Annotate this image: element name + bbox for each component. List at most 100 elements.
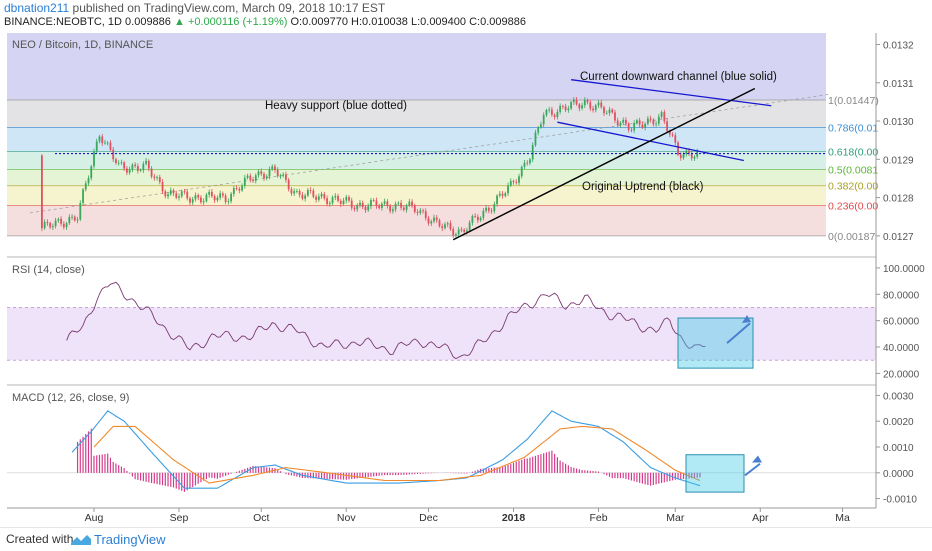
candle-body <box>485 207 487 211</box>
candle-body <box>520 166 523 177</box>
candle-body <box>688 150 690 154</box>
fib-level-label: 0.618(0.00 <box>828 147 878 159</box>
candle-body <box>592 108 594 111</box>
price-tick-label: 0.0130 <box>883 117 914 128</box>
candle-body <box>364 206 367 211</box>
candle-body <box>597 102 600 106</box>
candle-body <box>655 123 657 125</box>
candle-body <box>619 122 622 126</box>
candle-body <box>205 194 208 202</box>
candle-body <box>657 116 660 124</box>
candle-body <box>98 136 101 142</box>
candle-body <box>309 189 312 191</box>
candle-body <box>427 218 430 224</box>
macd-pane-title: MACD (12, 26, close, 9) <box>12 392 129 404</box>
candle-body <box>537 127 540 133</box>
candle-body <box>564 106 567 111</box>
candle-body <box>342 200 345 204</box>
candle-body <box>208 191 211 195</box>
candle-body <box>482 210 485 218</box>
candle-body <box>115 159 117 164</box>
candle-body <box>561 105 564 107</box>
candle-body <box>320 193 323 197</box>
candle-body <box>153 176 156 179</box>
candle-body <box>479 217 482 221</box>
candle-body <box>625 119 627 124</box>
candle-body <box>334 195 337 198</box>
candle-body <box>370 200 372 207</box>
candle-body <box>268 169 271 177</box>
candle-body <box>391 209 394 212</box>
candle-body <box>455 234 457 236</box>
fib-level-label: 0.382(0.00 <box>828 181 878 193</box>
candle-body <box>567 108 570 111</box>
candle-body <box>263 173 265 179</box>
candle-body <box>413 205 416 212</box>
candle-body <box>117 162 120 164</box>
candle-body <box>586 99 589 103</box>
rsi-highlight-box <box>677 317 754 369</box>
candle-body <box>545 109 548 116</box>
trend-dashed-line <box>29 93 831 214</box>
candle-body <box>614 112 616 121</box>
candle-body <box>271 166 274 170</box>
candle-body <box>150 168 153 177</box>
candle-body <box>400 202 402 208</box>
candle-body <box>463 229 466 232</box>
candle-body <box>627 123 630 130</box>
candle-body <box>408 201 411 206</box>
candle-body <box>104 142 106 144</box>
candle-body <box>679 154 682 158</box>
rsi-arrow-head <box>742 314 751 323</box>
candle-body <box>120 162 123 164</box>
candle-body <box>611 109 614 113</box>
candle-body <box>578 104 581 109</box>
chart-area[interactable]: 1(0.01447) 0.786(0.01 0.618(0.00 0.5(0.0081… <box>0 30 932 527</box>
candle-body <box>652 119 655 125</box>
candle-body <box>509 180 512 186</box>
candle-body <box>353 207 356 210</box>
candle-body <box>65 223 68 228</box>
candle-body <box>518 176 520 183</box>
candle-body <box>93 151 95 167</box>
candle-body <box>468 222 471 231</box>
candle-body <box>49 223 52 228</box>
candle-body <box>183 191 186 193</box>
candle-body <box>696 151 699 157</box>
channel-upper-line <box>571 79 772 107</box>
candle-body <box>449 223 452 230</box>
publish-info: published on TradingView.com, March 09, … <box>72 1 386 15</box>
candle-body <box>540 124 542 128</box>
candle-body <box>238 188 241 191</box>
candle-body <box>282 174 285 176</box>
candle-body <box>79 203 82 220</box>
tradingview-brand[interactable]: TradingView <box>94 532 166 547</box>
fib-level-label: 1(0.01447) <box>828 95 879 107</box>
rsi-band <box>7 307 876 361</box>
time-tick-label: Sep <box>170 512 189 524</box>
candle-body <box>416 211 419 213</box>
candle-body <box>556 111 559 118</box>
candle-body <box>43 222 46 229</box>
candle-body <box>501 193 504 196</box>
candle-body <box>194 195 197 200</box>
candle-body <box>46 222 49 224</box>
candle-body <box>224 195 227 202</box>
candle-body <box>389 205 392 212</box>
candle-body <box>507 185 509 194</box>
candle-body <box>616 120 619 126</box>
candle-body <box>296 191 298 192</box>
candle-body <box>60 218 62 224</box>
candle-body <box>323 193 326 199</box>
author-link[interactable]: dbnation211 <box>4 1 70 15</box>
candle-body <box>73 216 76 221</box>
candle-body <box>660 112 663 117</box>
candle-body <box>356 205 359 210</box>
fib-band <box>7 99 826 128</box>
candle-body <box>397 202 400 204</box>
candle-body <box>419 210 422 213</box>
candle-body <box>254 175 257 181</box>
candle-body <box>158 177 161 182</box>
rsi-line <box>66 281 706 360</box>
time-tick-label: Aug <box>85 512 104 524</box>
